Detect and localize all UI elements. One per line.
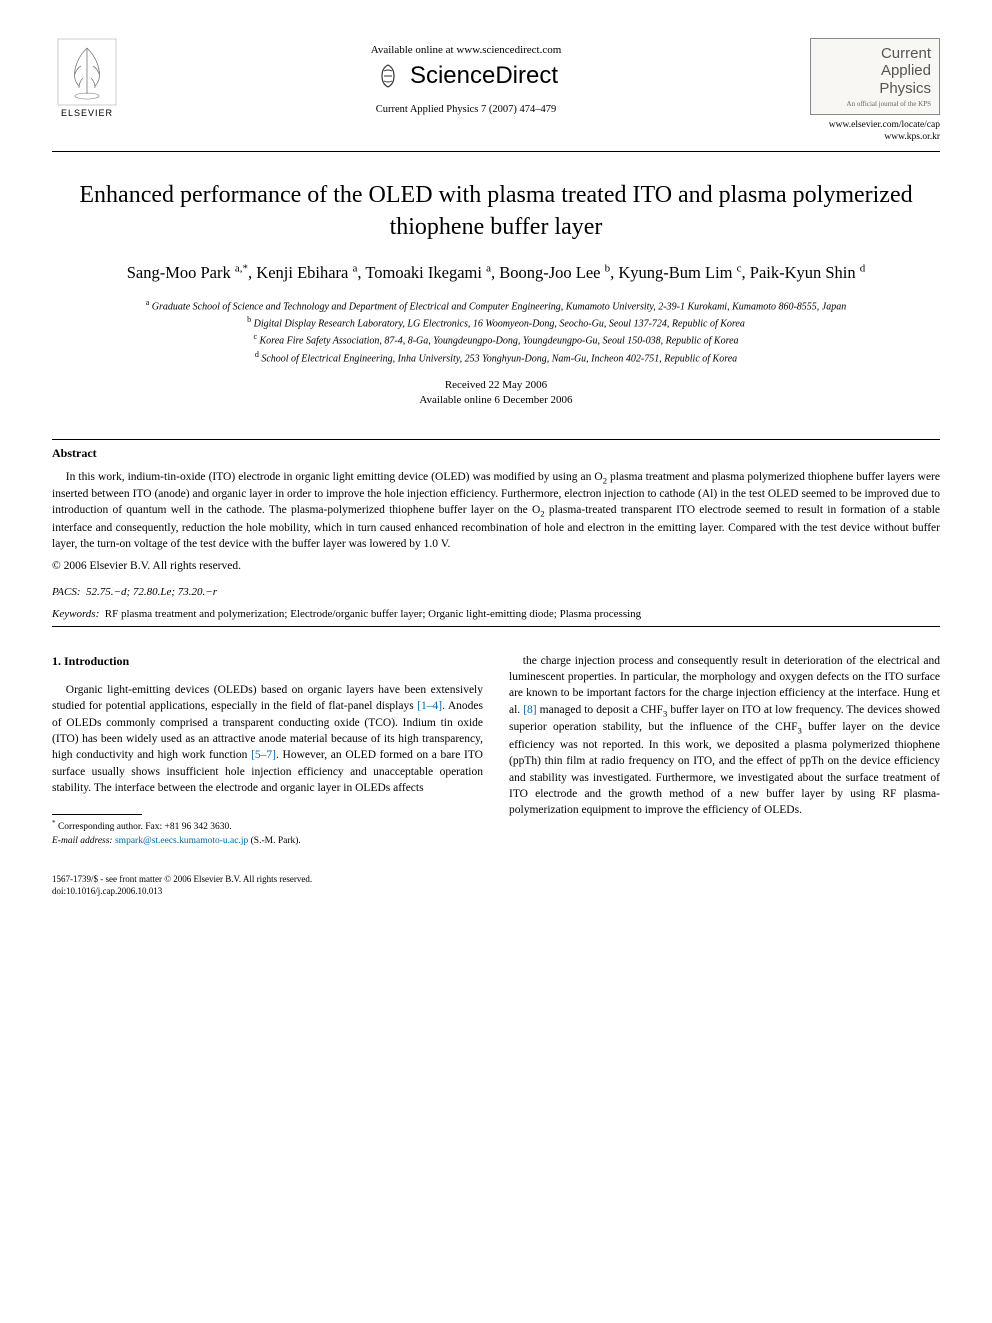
affiliation-a: a Graduate School of Science and Technol… (52, 297, 940, 314)
body-columns: 1. Introduction Organic light-emitting d… (52, 653, 940, 848)
keywords-line: Keywords: RF plasma treatment and polyme… (52, 608, 940, 620)
sciencedirect-icon (374, 62, 402, 90)
footer-copyright: 1567-1739/$ - see front matter © 2006 El… (52, 874, 940, 886)
elsevier-label: ELSEVIER (61, 108, 113, 118)
elsevier-tree-icon (57, 38, 117, 106)
affiliation-d: d School of Electrical Engineering, Inha… (52, 349, 940, 366)
post-keywords-rule (52, 626, 940, 627)
sciencedirect-text: ScienceDirect (410, 62, 558, 90)
journal-reference: Current Applied Physics 7 (2007) 474–479 (122, 104, 810, 115)
article-dates: Received 22 May 2006 Available online 6 … (52, 378, 940, 409)
page-header: ELSEVIER Available online at www.science… (52, 38, 940, 143)
footer-doi: doi:10.1016/j.cap.2006.10.013 (52, 886, 940, 898)
corr-author-line: * Corresponding author. Fax: +81 96 342 … (52, 819, 483, 834)
affiliations: a Graduate School of Science and Technol… (52, 297, 940, 366)
footnote-separator (52, 814, 142, 815)
affiliation-c: c Korea Fire Safety Association, 87-4, 8… (52, 331, 940, 348)
corr-email-link[interactable]: smpark@st.eecs.kumamoto-u.ac.jp (115, 836, 248, 846)
article-title: Enhanced performance of the OLED with pl… (52, 180, 940, 242)
corresponding-author-footnote: * Corresponding author. Fax: +81 96 342 … (52, 819, 483, 848)
authors-list: Sang-Moo Park a,*, Kenji Ebihara a, Tomo… (52, 261, 940, 285)
online-date: Available online 6 December 2006 (52, 393, 940, 408)
corr-email-line: E-mail address: smpark@st.eecs.kumamoto-… (52, 835, 483, 848)
journal-link-2[interactable]: www.kps.or.kr (810, 131, 940, 143)
center-header: Available online at www.sciencedirect.co… (122, 38, 810, 115)
pacs-line: PACS: 52.75.−d; 72.80.Le; 73.20.−r (52, 586, 940, 598)
affiliation-b: b Digital Display Research Laboratory, L… (52, 314, 940, 331)
column-left: 1. Introduction Organic light-emitting d… (52, 653, 483, 848)
abstract-copyright: © 2006 Elsevier B.V. All rights reserved… (52, 560, 940, 572)
abstract-label: Abstract (52, 446, 940, 461)
journal-title-box: Current Applied Physics An official jour… (810, 38, 940, 115)
pacs-label: PACS: (52, 586, 81, 598)
sciencedirect-brand: ScienceDirect (122, 62, 810, 90)
journal-name-line1: Current (819, 45, 931, 62)
journal-name-line3: Physics (819, 80, 931, 97)
ref-5-7[interactable]: [5–7] (251, 749, 276, 761)
journal-name-line2: Applied (819, 62, 931, 79)
intro-paragraph-left: Organic light-emitting devices (OLEDs) b… (52, 682, 483, 796)
received-date: Received 22 May 2006 (52, 378, 940, 393)
ref-8[interactable]: [8] (523, 704, 536, 716)
header-rule (52, 151, 940, 152)
journal-subtitle: An official journal of the KPS (819, 100, 931, 108)
keywords-label: Keywords: (52, 608, 99, 620)
pre-abstract-rule (52, 439, 940, 440)
journal-box: Current Applied Physics An official jour… (810, 38, 940, 143)
page-footer: 1567-1739/$ - see front matter © 2006 El… (52, 874, 940, 897)
abstract-text: In this work, indium-tin-oxide (ITO) ele… (52, 469, 940, 552)
column-right: the charge injection process and consequ… (509, 653, 940, 848)
available-online-text: Available online at www.sciencedirect.co… (122, 44, 810, 56)
section-1-heading: 1. Introduction (52, 653, 483, 670)
journal-link-1[interactable]: www.elsevier.com/locate/cap (810, 119, 940, 131)
intro-paragraph-right: the charge injection process and consequ… (509, 653, 940, 819)
ref-1-4[interactable]: [1–4] (417, 700, 442, 712)
elsevier-logo: ELSEVIER (52, 38, 122, 118)
